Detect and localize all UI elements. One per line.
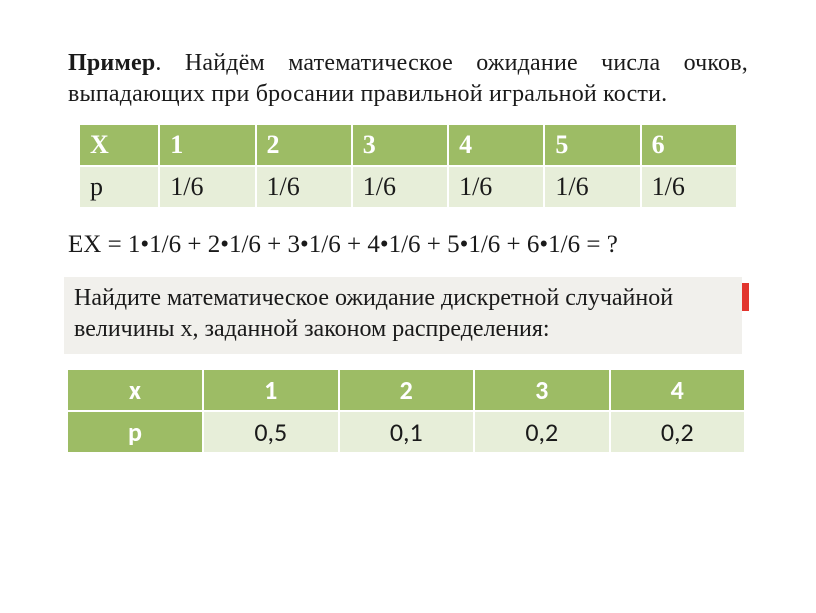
t2-h-4: 4 <box>610 369 746 411</box>
example-label: Пример <box>68 50 155 76</box>
t2-h-x: x <box>67 369 203 411</box>
t1-p-3: 1/6 <box>352 166 448 208</box>
t1-p-4: 1/6 <box>448 166 544 208</box>
t2-p-3: 0,2 <box>474 411 610 453</box>
t2-p-4: 0,2 <box>610 411 746 453</box>
example-intro: Пример. Найдём математическое ожидание ч… <box>68 48 748 109</box>
distribution-table-2: x 1 2 3 4 p 0,5 0,1 0,2 0,2 <box>66 368 746 454</box>
t2-h-3: 3 <box>474 369 610 411</box>
t1-p-6: 1/6 <box>641 166 737 208</box>
example-text: . Найдём математическое ожидание числа о… <box>68 50 748 107</box>
t1-h-3: 3 <box>352 124 448 166</box>
distribution-table-1: X 1 2 3 4 5 6 p 1/6 1/6 1/6 1/6 1/6 1/6 <box>78 123 738 209</box>
t1-h-2: 2 <box>256 124 352 166</box>
t1-rowlabel-p: p <box>79 166 159 208</box>
t1-h-4: 4 <box>448 124 544 166</box>
t2-h-1: 1 <box>203 369 339 411</box>
t1-p-2: 1/6 <box>256 166 352 208</box>
expectation-equation: EX = 1•1/6 + 2•1/6 + 3•1/6 + 4•1/6 + 5•1… <box>68 231 748 259</box>
t1-p-5: 1/6 <box>544 166 640 208</box>
t1-p-1: 1/6 <box>159 166 255 208</box>
t2-p-1: 0,5 <box>203 411 339 453</box>
t2-rowlabel-p: p <box>67 411 203 453</box>
t1-h-1: 1 <box>159 124 255 166</box>
t2-p-2: 0,1 <box>339 411 475 453</box>
t2-h-2: 2 <box>339 369 475 411</box>
t1-h-5: 5 <box>544 124 640 166</box>
t1-rowlabel-X: X <box>79 124 159 166</box>
t1-h-6: 6 <box>641 124 737 166</box>
task-text-box: Найдите математическое ожидание дискретн… <box>64 277 742 353</box>
